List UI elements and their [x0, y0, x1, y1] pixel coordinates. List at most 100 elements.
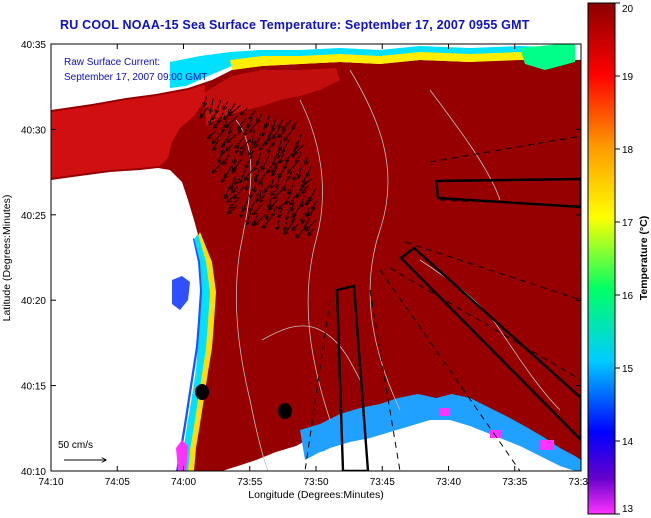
- current-vector: [278, 208, 283, 217]
- current-vector: [244, 127, 249, 135]
- map-title: RU COOL NOAA-15 Sea Surface Temperature:…: [60, 18, 530, 32]
- current-vector: [234, 155, 236, 164]
- magenta-pixel-1: [440, 408, 450, 416]
- colorbar-tick-label: 19: [622, 72, 634, 83]
- current-vector: [270, 198, 279, 210]
- current-vector: [284, 130, 293, 141]
- current-vector: [249, 140, 257, 155]
- inshore-warm-band: [51, 85, 205, 178]
- x-tick-labels: 74:10 74:05 74:00 73:55 73:50 73:45 73:40 73:35…: [38, 44, 594, 488]
- current-vector: [296, 227, 306, 239]
- current-vector: [301, 177, 313, 188]
- colorbar-tick-label: 20: [622, 4, 634, 15]
- colorbar-tick-label: 17: [622, 218, 634, 229]
- colorbar-ticks: 20 19 18 17 16 15 14 13: [615, 2, 634, 515]
- current-vector: [291, 200, 294, 211]
- current-vector: [249, 110, 256, 119]
- current-vector: [229, 123, 233, 134]
- southern-cold-band: [300, 394, 581, 471]
- new-jersey-land: [51, 176, 200, 471]
- current-vector: [286, 152, 293, 162]
- current-vector: [232, 165, 238, 173]
- current-vector: [245, 160, 250, 169]
- current-vector: [254, 180, 256, 193]
- current-vector: [241, 208, 243, 217]
- current-vector: [247, 210, 252, 225]
- current-vector: [286, 210, 289, 219]
- current-vector: [255, 214, 266, 225]
- current-vector: [235, 136, 245, 148]
- current-vector: [260, 183, 263, 198]
- x-tick-label: 73:40: [436, 477, 461, 488]
- current-vector: [250, 188, 252, 198]
- current-vector: [280, 149, 285, 163]
- y-tick-label: 40:30: [21, 125, 46, 136]
- magenta-pixel-2: [490, 430, 502, 438]
- current-vector: [225, 185, 231, 199]
- current-vector: [307, 166, 312, 177]
- current-vector: [271, 177, 274, 189]
- current-vector: [288, 162, 298, 173]
- current-vector: [267, 145, 270, 154]
- warm-water-core: [51, 58, 581, 471]
- x-tick-label: 73:55: [237, 477, 262, 488]
- current-vector: [273, 115, 277, 131]
- current-vector: [292, 213, 297, 221]
- current-vector: [272, 166, 278, 175]
- current-vector: [290, 194, 297, 205]
- current-vector: [252, 130, 255, 144]
- current-vector: [250, 149, 255, 159]
- bathymetry-contours: [235, 69, 561, 471]
- current-vector: [285, 191, 293, 204]
- bay-blue-patch: [172, 276, 190, 310]
- current-vector: [245, 169, 254, 180]
- current-vector: [224, 165, 233, 178]
- current-vector: [302, 214, 304, 224]
- current-vector: [227, 196, 234, 202]
- northern-warm-patch: [205, 68, 340, 126]
- current-vector: [235, 177, 241, 184]
- current-vector: [204, 96, 207, 107]
- current-vector: [278, 169, 285, 178]
- magenta-pixel-3: [540, 440, 554, 450]
- surface-current-vectors: [200, 96, 318, 239]
- current-vector: [301, 195, 305, 207]
- coastal-magenta: [176, 440, 188, 471]
- current-vector: [262, 155, 270, 170]
- current-vector: [253, 203, 263, 214]
- colorbar-tick-label: 16: [622, 291, 634, 302]
- northern-yellow-fringe: [230, 52, 575, 70]
- current-vector: [269, 125, 274, 140]
- current-vector: [222, 120, 227, 132]
- current-vector: [236, 145, 240, 153]
- current-vector: [210, 98, 214, 114]
- y-tick-label: 40:35: [21, 40, 46, 51]
- colorbar: [587, 2, 616, 515]
- transect-south: [335, 284, 370, 471]
- current-vector: [284, 159, 289, 169]
- current-vector: [259, 173, 266, 185]
- current-vector: [253, 213, 259, 226]
- colorbar-tick-label: 13: [622, 504, 634, 515]
- current-vector: [243, 198, 249, 211]
- current-vector: [260, 194, 266, 202]
- x-tick-label: 74:00: [171, 477, 196, 488]
- current-vector: [207, 130, 216, 139]
- current-vector: [306, 155, 308, 165]
- current-vector: [284, 221, 294, 234]
- x-tick-label: 73:50: [303, 477, 328, 488]
- current-vector: [308, 207, 316, 216]
- current-vector: [288, 183, 295, 194]
- current-vector: [255, 133, 262, 147]
- current-vector: [210, 117, 212, 125]
- current-vector: [212, 131, 223, 143]
- current-vector: [306, 196, 312, 205]
- current-vector: [281, 139, 290, 153]
- current-vector: [228, 205, 238, 213]
- current-vector: [294, 144, 305, 153]
- southern-clouds: [300, 420, 575, 471]
- scale-label: 50 cm/s: [58, 440, 93, 451]
- colorbar-label: Temperature (°C): [638, 216, 650, 301]
- current-vector: [276, 177, 280, 187]
